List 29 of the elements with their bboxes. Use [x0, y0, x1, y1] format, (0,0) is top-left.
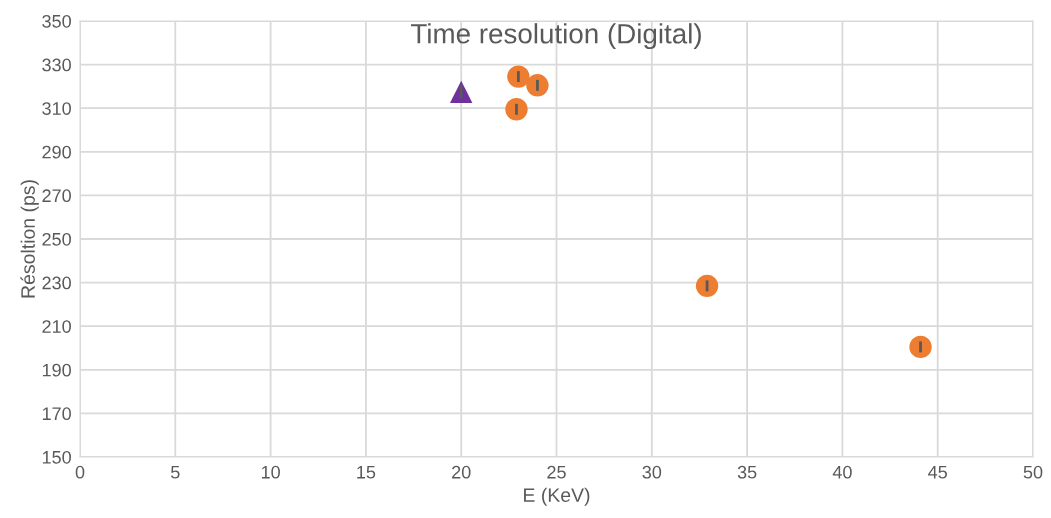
chart-title: Time resolution (Digital): [411, 23, 701, 50]
x-tick-label: 20: [452, 465, 471, 479]
x-tick-label: 30: [642, 465, 662, 479]
x-tick-label: 15: [357, 466, 376, 479]
y-tick-label: 150: [42, 450, 71, 464]
x-tick-label: 5: [171, 466, 180, 479]
y-tick-label: 350: [42, 14, 71, 28]
x-axis-title: E (KeV): [524, 487, 590, 506]
y-tick-label: 310: [42, 102, 71, 115]
y-tick-label: 190: [42, 363, 71, 377]
point: [695, 274, 719, 298]
x-tick-label: 35: [737, 465, 757, 479]
y-axis-title: Résoltion (ps): [20, 180, 39, 298]
y-tick-label: 210: [42, 320, 71, 333]
x-tick-label: 45: [928, 466, 947, 479]
y-tick-label: 230: [42, 276, 71, 290]
point: [909, 335, 932, 359]
point: [526, 74, 549, 97]
point: [505, 98, 528, 121]
x-tick-label: 25: [547, 465, 566, 479]
x-tick-label: 50: [1023, 465, 1043, 479]
y-tick-label: 270: [42, 189, 71, 203]
x-tick-label: 40: [832, 465, 852, 479]
y-tick-label: 290: [42, 145, 71, 159]
y-tick-label: 170: [42, 407, 71, 421]
y-tick-label: 250: [42, 232, 71, 246]
y-tick-label: 330: [42, 58, 71, 72]
x-tick-label: 0: [75, 465, 85, 479]
x-tick-label: 10: [261, 465, 280, 479]
